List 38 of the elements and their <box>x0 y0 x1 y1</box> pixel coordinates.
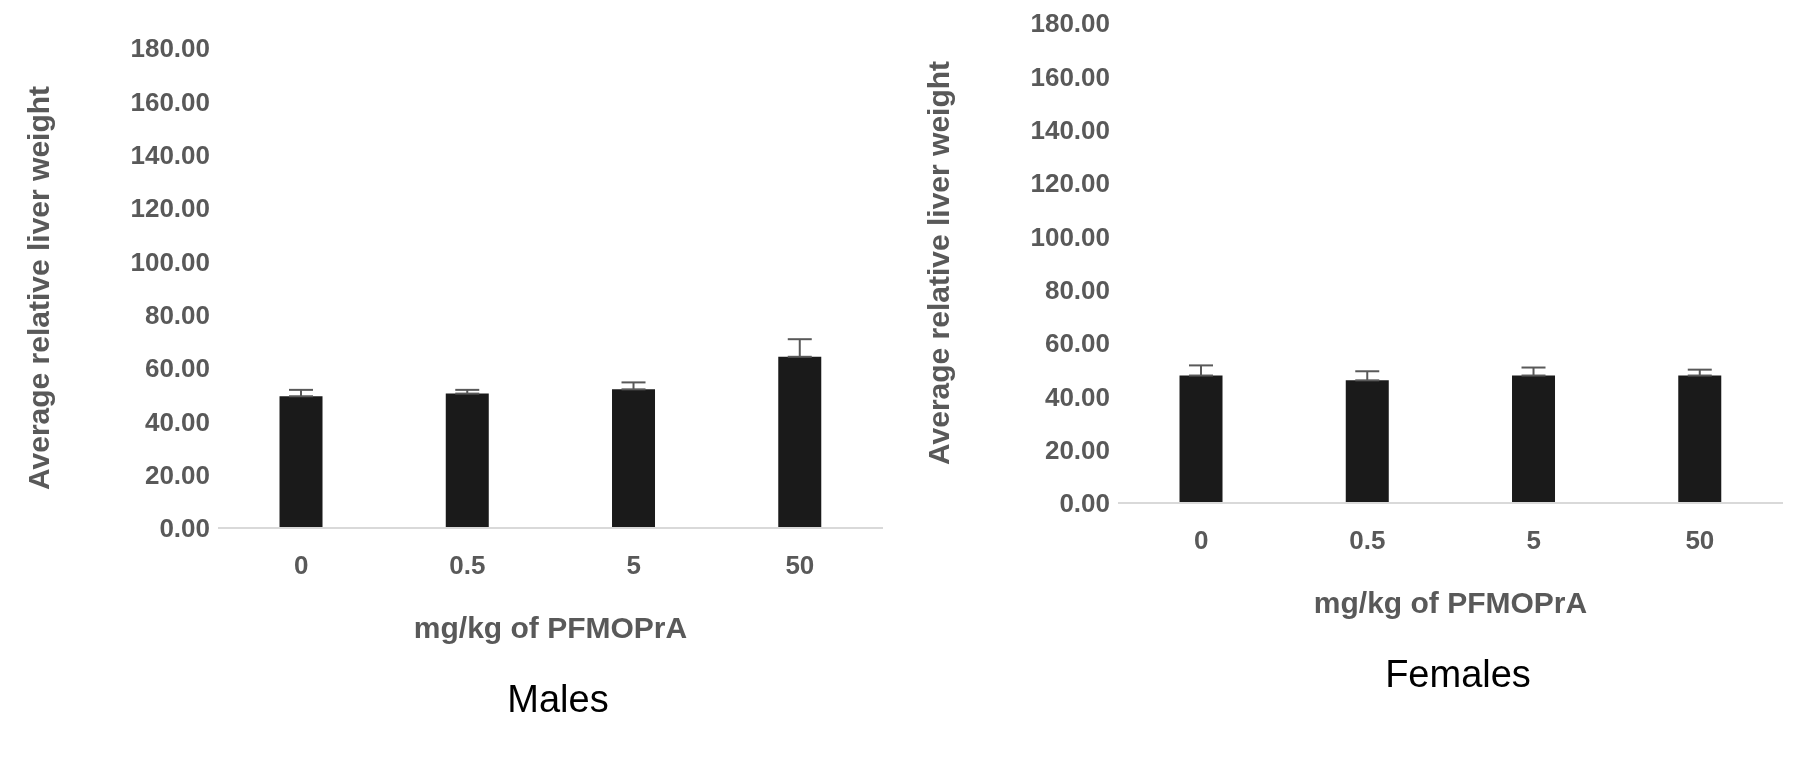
y-tick-label: 80.00 <box>144 299 210 330</box>
y-tick-label: 80.00 <box>1044 274 1110 305</box>
y-tick-label: 0.00 <box>1059 488 1110 519</box>
y-tick-label: 140.00 <box>1030 114 1110 145</box>
text: Males <box>506 678 610 721</box>
y-tick-label: 20.00 <box>1044 434 1110 465</box>
y-tick-label: 180.00 <box>130 33 210 64</box>
x-axis-title: mg/kg of PFMOPrA <box>413 611 688 644</box>
x-tick-label: 0.5 <box>449 550 486 581</box>
y-tick-label: 60.00 <box>144 353 210 384</box>
x-tick-label: 50 <box>785 550 815 581</box>
x-tick-label: 5 <box>1526 525 1541 556</box>
y-tick-label: 40.00 <box>144 406 210 437</box>
x-tick-label: 0 <box>1193 525 1209 556</box>
y-tick-label: 40.00 <box>1044 381 1110 412</box>
bar <box>445 393 489 528</box>
y-tick-label: 160.00 <box>1030 61 1110 92</box>
y-axis-title: Average relative liver weight <box>21 85 55 491</box>
y-tick-label: 100.00 <box>1030 221 1110 252</box>
y-tick-label: 160.00 <box>130 86 210 117</box>
x-tick-label: 0 <box>293 550 309 581</box>
y-tick-label: 20.00 <box>144 459 210 490</box>
y-tick-label: 120.00 <box>130 193 210 224</box>
text: Females <box>1384 653 1532 696</box>
bar <box>279 396 323 528</box>
y-tick-label: 0.00 <box>159 513 210 544</box>
y-tick-label: 180.00 <box>1030 8 1110 39</box>
x-tick-label: 5 <box>626 550 641 581</box>
y-tick-label: 60.00 <box>1044 328 1110 359</box>
y-tick-label: 100.00 <box>130 246 210 277</box>
bar <box>612 389 656 528</box>
bar <box>778 356 822 528</box>
x-tick-label: 50 <box>1685 525 1715 556</box>
y-tick-label: 120.00 <box>1030 168 1110 199</box>
y-axis-title: Average relative liver weight <box>921 60 955 466</box>
y-tick-label: 140.00 <box>130 139 210 170</box>
x-tick-label: 0.5 <box>1349 525 1386 556</box>
x-axis-title: mg/kg of PFMOPrA <box>1313 586 1588 619</box>
